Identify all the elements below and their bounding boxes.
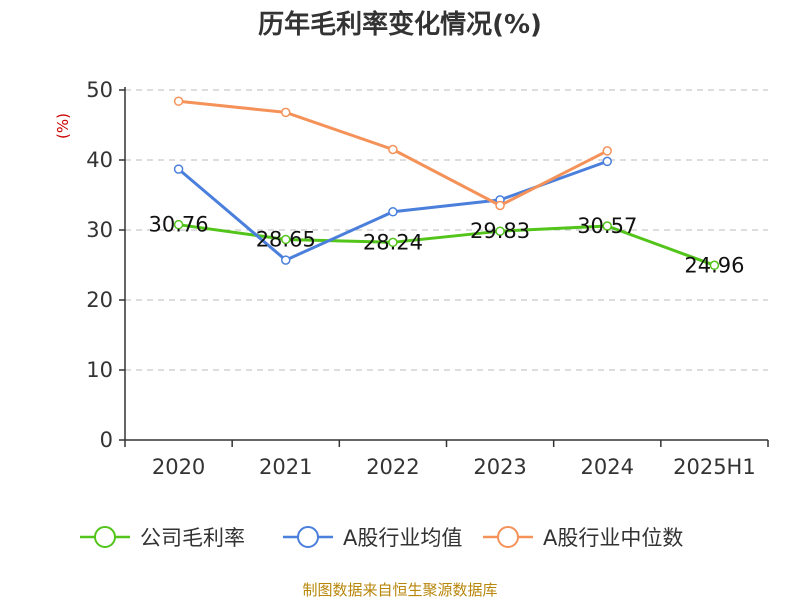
series-1-point-2022 — [388, 207, 398, 217]
x-tick-label-2023: 2023 — [473, 455, 526, 479]
series-1-point-2024 — [602, 156, 612, 167]
legend[interactable]: 公司毛利率 A股行业均值 A股行业中位数 — [80, 526, 683, 550]
series-0-point-2022 — [388, 237, 398, 248]
chart-title: 历年毛利率变化情况(%) — [258, 9, 542, 40]
data-labels: 30.76 28.65 28.24 29.83 30.57 24.96 — [149, 213, 745, 278]
series-2-point-2023 — [495, 200, 505, 211]
y-tick-label-20: 20 — [86, 288, 113, 312]
series-layer — [173, 96, 720, 271]
data-label-2020: 30.76 — [149, 213, 209, 237]
data-label-2023: 29.83 — [470, 219, 530, 243]
y-tick-label-40: 40 — [86, 148, 113, 172]
series-0-point-2025H1 — [709, 260, 720, 271]
source-note: 制图数据来自恒生聚源数据库 — [302, 581, 497, 599]
legend-label-0: 公司毛利率 — [140, 526, 245, 550]
x-tick-label-2020: 2020 — [152, 455, 205, 479]
series-line-0 — [178, 223, 715, 267]
x-tick-label-2025H1: 2025H1 — [673, 455, 756, 479]
legend-marker-0 — [94, 526, 116, 548]
data-label-2022: 28.24 — [363, 230, 423, 254]
series-2-point-2024 — [602, 146, 612, 156]
series-0-point-2024 — [602, 221, 612, 231]
series-2-point-2022 — [388, 144, 398, 155]
x-tick-label-2024: 2024 — [581, 455, 634, 479]
data-label-2024: 30.57 — [577, 214, 637, 238]
legend-marker-1 — [297, 526, 319, 548]
axes: 0 10 20 30 40 50 2020 2021 2022 2023 2024 2025H1 — [86, 78, 769, 479]
series-0-point-2021 — [281, 234, 291, 245]
series-0-point-2020 — [173, 219, 184, 230]
series-1-point-2021 — [281, 255, 291, 265]
legend-label-2: A股行业中位数 — [543, 526, 683, 550]
series-0-point-2023 — [495, 226, 505, 236]
data-label-2021: 28.65 — [256, 227, 316, 251]
y-tick-label-0: 0 — [100, 428, 113, 452]
series-2-point-2021 — [281, 107, 291, 118]
y-tick-label-30: 30 — [86, 218, 113, 242]
y-axis-label: (%) — [54, 113, 72, 139]
grid-lines — [125, 89, 768, 371]
x-tick-label-2022: 2022 — [366, 455, 419, 479]
series-2-point-2020 — [173, 96, 184, 106]
y-tick-label-50: 50 — [86, 78, 113, 102]
legend-marker-2 — [497, 526, 519, 548]
series-1-point-2020 — [173, 164, 184, 174]
y-tick-label-10: 10 — [86, 358, 113, 382]
legend-label-1: A股行业均值 — [343, 526, 462, 550]
x-tick-label-2021: 2021 — [259, 455, 312, 479]
data-label-2025H1: 24.96 — [684, 253, 744, 277]
